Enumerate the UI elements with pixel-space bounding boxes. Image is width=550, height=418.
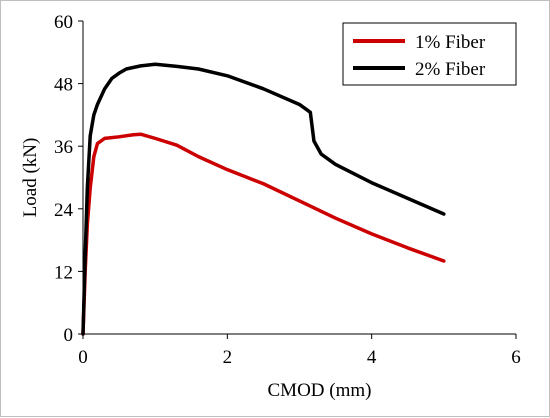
legend: 1% Fiber 2% Fiber: [342, 22, 517, 86]
x-tick-label: 2: [223, 347, 233, 368]
y-axis-ticks: 0 12 24 36 48 60: [54, 12, 83, 346]
series-layer: [81, 62, 446, 336]
x-tick-label: 4: [367, 347, 377, 368]
series-line-1pct-fiber: [81, 132, 446, 336]
x-axis-ticks: 0 2 4 6: [78, 334, 521, 368]
legend-box: [342, 22, 517, 86]
legend-label-1pct-fiber: 1% Fiber: [415, 32, 486, 53]
legend-label-2pct-fiber: 2% Fiber: [415, 59, 486, 80]
x-axis-label: CMOD (mm): [268, 380, 372, 401]
x-tick-label: 6: [511, 347, 521, 368]
y-tick-label: 12: [54, 262, 73, 283]
y-tick-label: 0: [64, 325, 74, 346]
series-line-2pct-fiber: [81, 62, 446, 336]
y-tick-label: 24: [54, 200, 74, 221]
x-tick-label: 0: [78, 347, 88, 368]
y-tick-label: 60: [54, 12, 73, 33]
y-tick-label: 36: [54, 137, 73, 158]
y-tick-label: 48: [54, 75, 73, 96]
y-axis-label: Load (kN): [20, 138, 41, 218]
